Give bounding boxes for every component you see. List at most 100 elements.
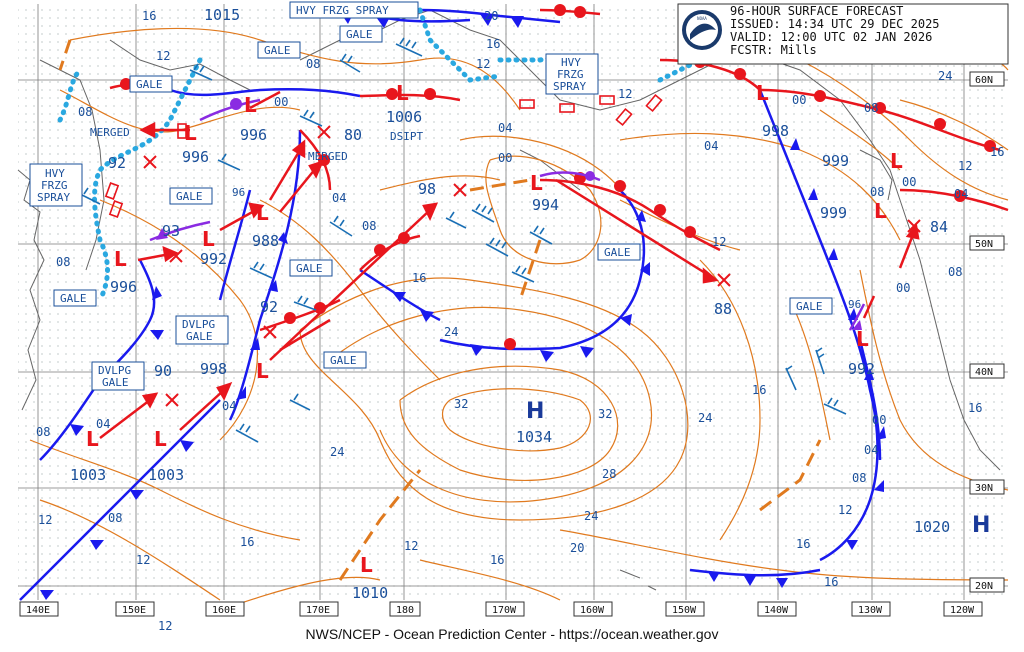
isobar-value: 24 [584,509,598,523]
isobar-value: 28 [602,467,616,481]
low-center: L [256,359,269,383]
isobar-value: 12 [618,87,632,101]
isobar-value: 08 [306,57,320,71]
issued-time: ISSUED: 14:34 UTC 29 DEC 2025 [730,17,940,31]
low-center: L [202,227,215,251]
low-center: L [890,149,903,173]
pressure-label: 999 [820,204,847,222]
isobar-value: 08 [108,511,122,525]
isobar-value: 04 [222,399,236,413]
isobar-value: 16 [752,383,766,397]
isobar-value: 24 [938,69,952,83]
wind-barbs [79,37,847,443]
isobar-value: 16 [486,37,500,51]
warning-gale-1: GALE [346,28,373,41]
lon-label: 160E [212,605,236,616]
low-center: L [154,427,167,451]
high-center: H [526,399,544,424]
low-center: L [114,247,127,271]
lon-label: 140W [764,605,789,616]
longitude-labels: 140E 150E 160E 170E 180 170W 160W 150W 1… [19,601,983,617]
isobar-value: 00 [896,281,910,295]
isobar-value: 04 [332,191,346,205]
isobar-value: 04 [954,187,968,201]
pressure-label: 88 [714,300,732,318]
low-center: L [396,81,409,105]
isobar-value: 12 [156,49,170,63]
pressure-label: 988 [252,232,279,250]
lon-label: 160W [580,605,605,616]
pressure-label: 999 [822,152,849,170]
isobar-value: 16 [240,535,254,549]
lat-label: 20N [975,581,993,592]
isobar-labels: 16 12 08 00 08 04 12 16 20 04 00 08 16 2… [36,9,1004,633]
isobar-value: 16 [142,9,156,23]
warning-hvy-1: HVY [561,56,581,69]
lat-label: 40N [975,367,993,378]
warning-gale-dvlpg-1: GALE [186,330,213,343]
isobar-value: 12 [476,57,490,71]
isobar-value: 20 [484,9,498,23]
pressure-label: 92 [260,298,278,316]
warning-gale-9: GALE [796,300,823,313]
storm-tracks [99,90,920,439]
pressure-label: 93 [162,222,180,240]
low-center: L [256,201,269,225]
pressure-label: 1034 [516,428,552,446]
coastlines [17,9,1001,591]
lat-label: 60N [975,75,993,86]
lat-label: 50N [975,239,993,250]
pressure-label: 992 [200,250,227,268]
isobar-value: 12 [404,539,418,553]
isobar-value: 04 [498,121,512,135]
isobar-value: 00 [792,93,806,107]
warning-dvlpg-2: DVLPG [98,364,131,377]
footer-credit: NWS/NCEP - Ocean Prediction Center - htt… [305,626,719,642]
isobar-value: 24 [698,411,712,425]
isobar-value: 00 [274,95,288,109]
low-center: L [86,427,99,451]
forecast-header: NOAA 96-HOUR SURFACE FORECAST ISSUED: 14… [677,3,1009,65]
isobar-value: 24 [444,325,458,339]
noaa-logo-text: NOAA [697,16,707,21]
forecaster: FCSTR: Mills [730,43,817,57]
isobar-value: 12 [712,235,726,249]
isobar-value: 12 [958,159,972,173]
low-center: L [360,553,373,577]
label-dsipt: DSIPT [390,130,423,143]
isobar-value: 12 [158,619,172,633]
central-pressures: 1015 1006 996 996 92 80 998 994 98 999 9… [70,6,950,602]
occluded-symbols [156,98,862,330]
high-center: H [972,513,990,538]
warning-spray-1: SPRAY [553,80,586,93]
pressure-label: 1010 [352,584,388,602]
lon-label: 150E [122,605,146,616]
lat-label: 30N [975,483,993,494]
isobar-value: 16 [824,575,838,589]
warning-frzg-2: FRZG [41,179,68,192]
warning-gale-5: GALE [296,262,323,275]
isobar-value: 12 [38,513,52,527]
pressure-label: 996 [182,148,209,166]
pressure-label: 994 [532,196,559,214]
low-center: L [856,327,869,351]
pressure-label: 1015 [204,6,240,24]
pressure-label: 96 [848,298,861,311]
lon-label: 150W [672,605,697,616]
warning-gale-3: GALE [136,78,163,91]
low-center: L [184,121,197,145]
low-center: L [530,171,543,195]
warning-labels: HVY FRZG SPRAY GALE GALE GALE GALE GALE … [29,1,833,391]
isobar-value: 16 [490,553,504,567]
isobar-value: 08 [870,185,884,199]
lon-label: 120W [950,605,975,616]
isobar-value: 08 [56,255,70,269]
lon-label: 170E [306,605,330,616]
isobar-value: 08 [36,425,50,439]
pressure-label: 1020 [914,518,950,536]
pressure-label: 80 [344,126,362,144]
warning-gale-dvlpg-2: GALE [102,376,129,389]
valid-time: VALID: 12:00 UTC 02 JAN 2026 [730,30,932,44]
warning-gale-8: GALE [604,246,631,259]
isobar-value: 08 [948,265,962,279]
